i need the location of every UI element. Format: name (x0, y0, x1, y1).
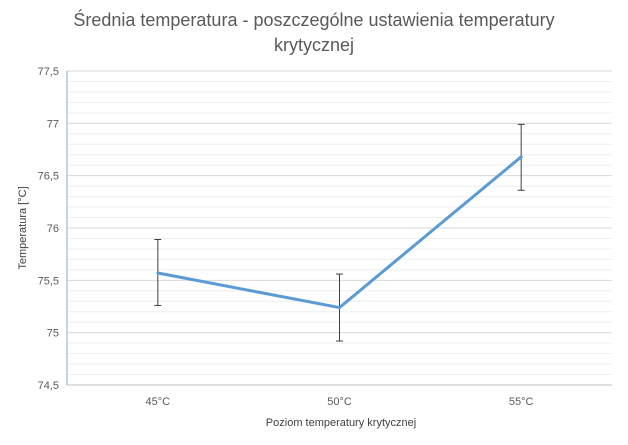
x-tick-label: 55°C (509, 396, 534, 408)
x-tick-label: 45°C (146, 396, 171, 408)
y-tick-label: 75,5 (38, 275, 59, 287)
data-point (156, 271, 160, 275)
y-tick-label: 76,5 (38, 171, 59, 183)
x-axis-title: Poziom temperatury krytycznej (266, 417, 416, 429)
y-tick-label: 75 (47, 328, 59, 340)
y-axis-title: Temperatura [°C] (17, 186, 29, 269)
chart-title-line-2: krytycznej (274, 35, 354, 55)
series-layer (154, 123, 525, 342)
axes: 74,5 75 75,5 76 76,5 77 77,5 45°C 50°C 55°C (38, 66, 612, 408)
y-tick-label: 76 (47, 223, 59, 235)
x-tick-label: 50°C (327, 396, 352, 408)
data-point (519, 155, 523, 159)
data-point (338, 306, 341, 310)
y-tick-label: 74,5 (38, 380, 59, 392)
chart-title-line-1: Średnia temperatura - poszczególne ustaw… (73, 9, 554, 30)
y-tick-label: 77,5 (38, 66, 59, 78)
y-tick-label: 77 (47, 118, 59, 130)
